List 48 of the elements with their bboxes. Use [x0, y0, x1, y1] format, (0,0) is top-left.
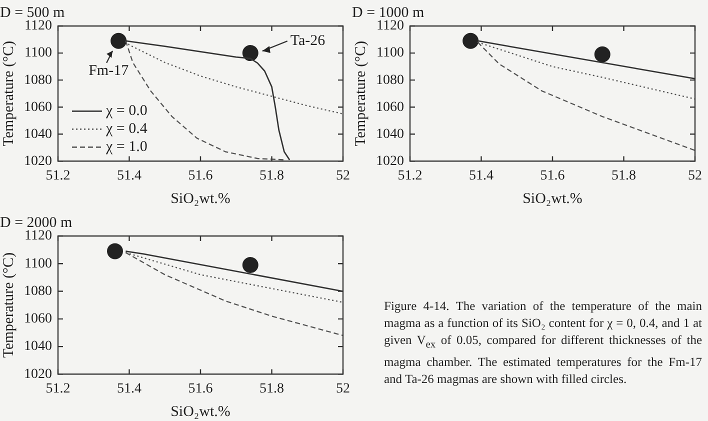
caption: Figure 4-14. The variation of the temperature of the main magma as a function of its SiO₂ content for χ = 0, 0.4, and 1 at given V$_{ex}$ of 0.05, compared for different thicknesses of the magma chamber. The estimated temperatures for the Fm-17 and Ta-26 magmas are shown with filled circles.	[384, 298, 702, 388]
x-tick-label: 52	[688, 168, 702, 184]
y-tick-label: 1040	[24, 126, 52, 142]
x-tick-label: 51.8	[260, 168, 284, 184]
x-tick-label: 51.6	[188, 168, 213, 184]
chart-title: D = 1000 m	[352, 4, 425, 21]
y-tick-label: 1020	[24, 154, 52, 169]
y-axis-title: Temperature (°C)	[352, 40, 369, 146]
legend-label: χ = 0.4	[105, 121, 148, 138]
x-tick-label: 52	[336, 168, 350, 184]
x-tick-label: 51.2	[46, 168, 70, 184]
x-tick-label: 51.6	[540, 168, 565, 184]
y-axis-title: Temperature (°C)	[0, 40, 17, 146]
annotation: Fm-17	[88, 62, 130, 79]
y-axis-title: Temperature (°C)	[0, 252, 17, 358]
x-axis-title: SiO₂wt.%	[170, 404, 230, 420]
y-tick-label: 1040	[24, 339, 52, 354]
y-tick-label: 1060	[24, 100, 52, 115]
y-tick-label: 1080	[24, 284, 52, 299]
x-tick-label: 51.4	[117, 381, 142, 396]
annotation: Ta-26	[290, 33, 326, 50]
y-tick-label: 1120	[24, 228, 52, 244]
chart-title: D = 500 m	[0, 4, 66, 21]
y-tick-label: 1020	[24, 366, 52, 382]
y-tick-label: 1120	[376, 18, 404, 34]
y-tick-label: 1100	[24, 46, 52, 61]
chart-title: D = 2000 m	[0, 214, 73, 231]
x-tick-label: 51.2	[398, 168, 422, 184]
x-tick-label: 51.4	[469, 168, 494, 184]
y-tick-label: 1080	[24, 72, 52, 88]
y-tick-label: 1060	[376, 100, 404, 115]
x-tick-label: 51.8	[260, 381, 284, 396]
x-axis-title: SiO₂wt.%	[522, 190, 582, 207]
y-tick-label: 1080	[376, 72, 404, 88]
legend-label: χ = 1.0	[105, 139, 148, 156]
x-axis-title: SiO₂wt.%	[170, 190, 230, 207]
x-tick-label: 51.4	[117, 168, 142, 184]
x-tick-label: 51.6	[188, 381, 213, 396]
legend-label: χ = 0.0	[105, 103, 148, 120]
y-tick-label: 1100	[24, 256, 52, 272]
y-tick-label: 1020	[376, 154, 404, 169]
x-tick-label: 52	[336, 381, 350, 396]
x-tick-label: 51.8	[612, 168, 636, 184]
y-tick-label: 1120	[24, 18, 52, 34]
x-tick-label: 51.2	[46, 381, 70, 396]
y-tick-label: 1040	[376, 126, 404, 142]
y-tick-label: 1060	[24, 312, 52, 327]
y-tick-label: 1100	[376, 46, 404, 61]
